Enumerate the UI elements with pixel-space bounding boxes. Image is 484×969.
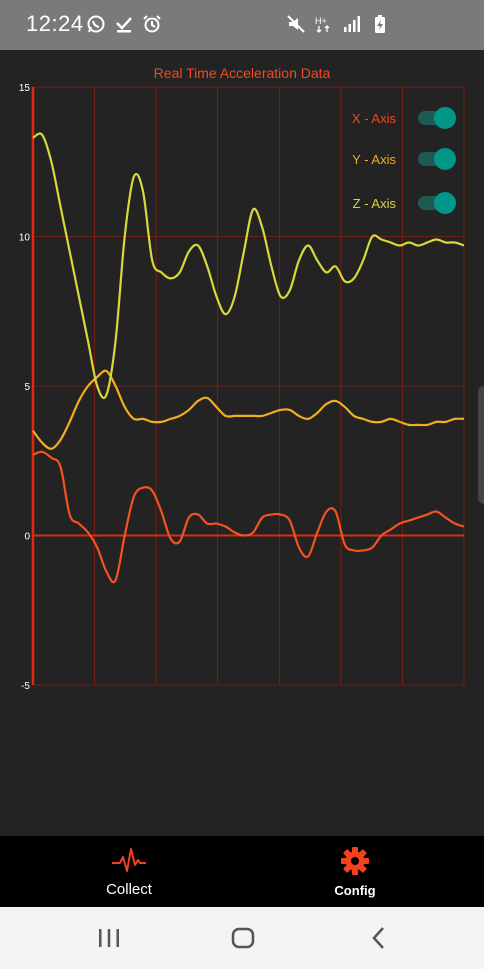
collect-label: Collect — [106, 881, 152, 898]
home-icon[interactable] — [228, 923, 258, 953]
series-line-y-axis — [32, 369, 465, 450]
legend-label: Y - Axis — [352, 152, 396, 167]
legend-label: Z - Axis — [353, 196, 397, 211]
axis-toggle-switch[interactable] — [418, 148, 456, 170]
collect-tab[interactable]: Collect — [29, 836, 229, 907]
whatsapp-icon — [87, 15, 105, 33]
status-time: 12:24 — [26, 11, 84, 36]
legend-label: X - Axis — [352, 111, 397, 126]
toggle-thumb — [434, 148, 456, 170]
recent-apps-icon[interactable] — [94, 923, 124, 953]
toggle-thumb — [434, 107, 456, 129]
bottom-navigation: Collect Config — [0, 836, 484, 907]
axis-toggle-switch[interactable] — [418, 192, 456, 214]
series-line-x-axis — [32, 450, 465, 584]
axis-toggle-switch[interactable] — [418, 107, 456, 129]
y-tick-label: -5 — [21, 681, 30, 692]
mute-icon — [287, 15, 305, 33]
acceleration-chart: Real Time Acceleration Data 15 10 5 0 -5 X -… — [19, 65, 465, 692]
system-navigation-bar — [0, 907, 484, 969]
y-axis-ticks: 15 10 5 0 -5 — [19, 83, 31, 692]
chart-legend: X - Axis Y - Axis Z - Axis — [352, 107, 456, 214]
chart-series — [32, 132, 465, 584]
y-tick-label: 10 — [19, 233, 31, 244]
chart-area: Real Time Acceleration Data 15 10 5 0 -5 X -… — [0, 50, 484, 836]
edge-panel-handle[interactable] — [478, 386, 484, 504]
chart-title: Real Time Acceleration Data — [154, 65, 331, 81]
y-tick-label: 0 — [24, 532, 30, 543]
system-icons: H+ — [286, 14, 390, 34]
alarm-icon — [143, 15, 161, 33]
svg-text:H+: H+ — [315, 16, 327, 26]
status-bar: 12:24 H+ — [0, 0, 484, 50]
gear-icon — [341, 847, 369, 875]
chart-grid — [31, 86, 465, 686]
download-done-icon — [116, 17, 132, 33]
heartbeat-icon — [112, 848, 146, 872]
y-tick-label: 15 — [19, 83, 31, 94]
back-icon[interactable] — [364, 923, 394, 953]
battery-charging-icon — [375, 15, 385, 33]
y-tick-label: 5 — [24, 382, 30, 393]
config-tab[interactable]: Config — [255, 836, 455, 907]
notification-icons — [86, 14, 162, 34]
config-label: Config — [334, 883, 376, 898]
toggle-thumb — [434, 192, 456, 214]
series-line-z-axis — [32, 132, 465, 400]
signal-icon — [344, 16, 360, 32]
hplus-data-icon: H+ — [315, 16, 330, 33]
